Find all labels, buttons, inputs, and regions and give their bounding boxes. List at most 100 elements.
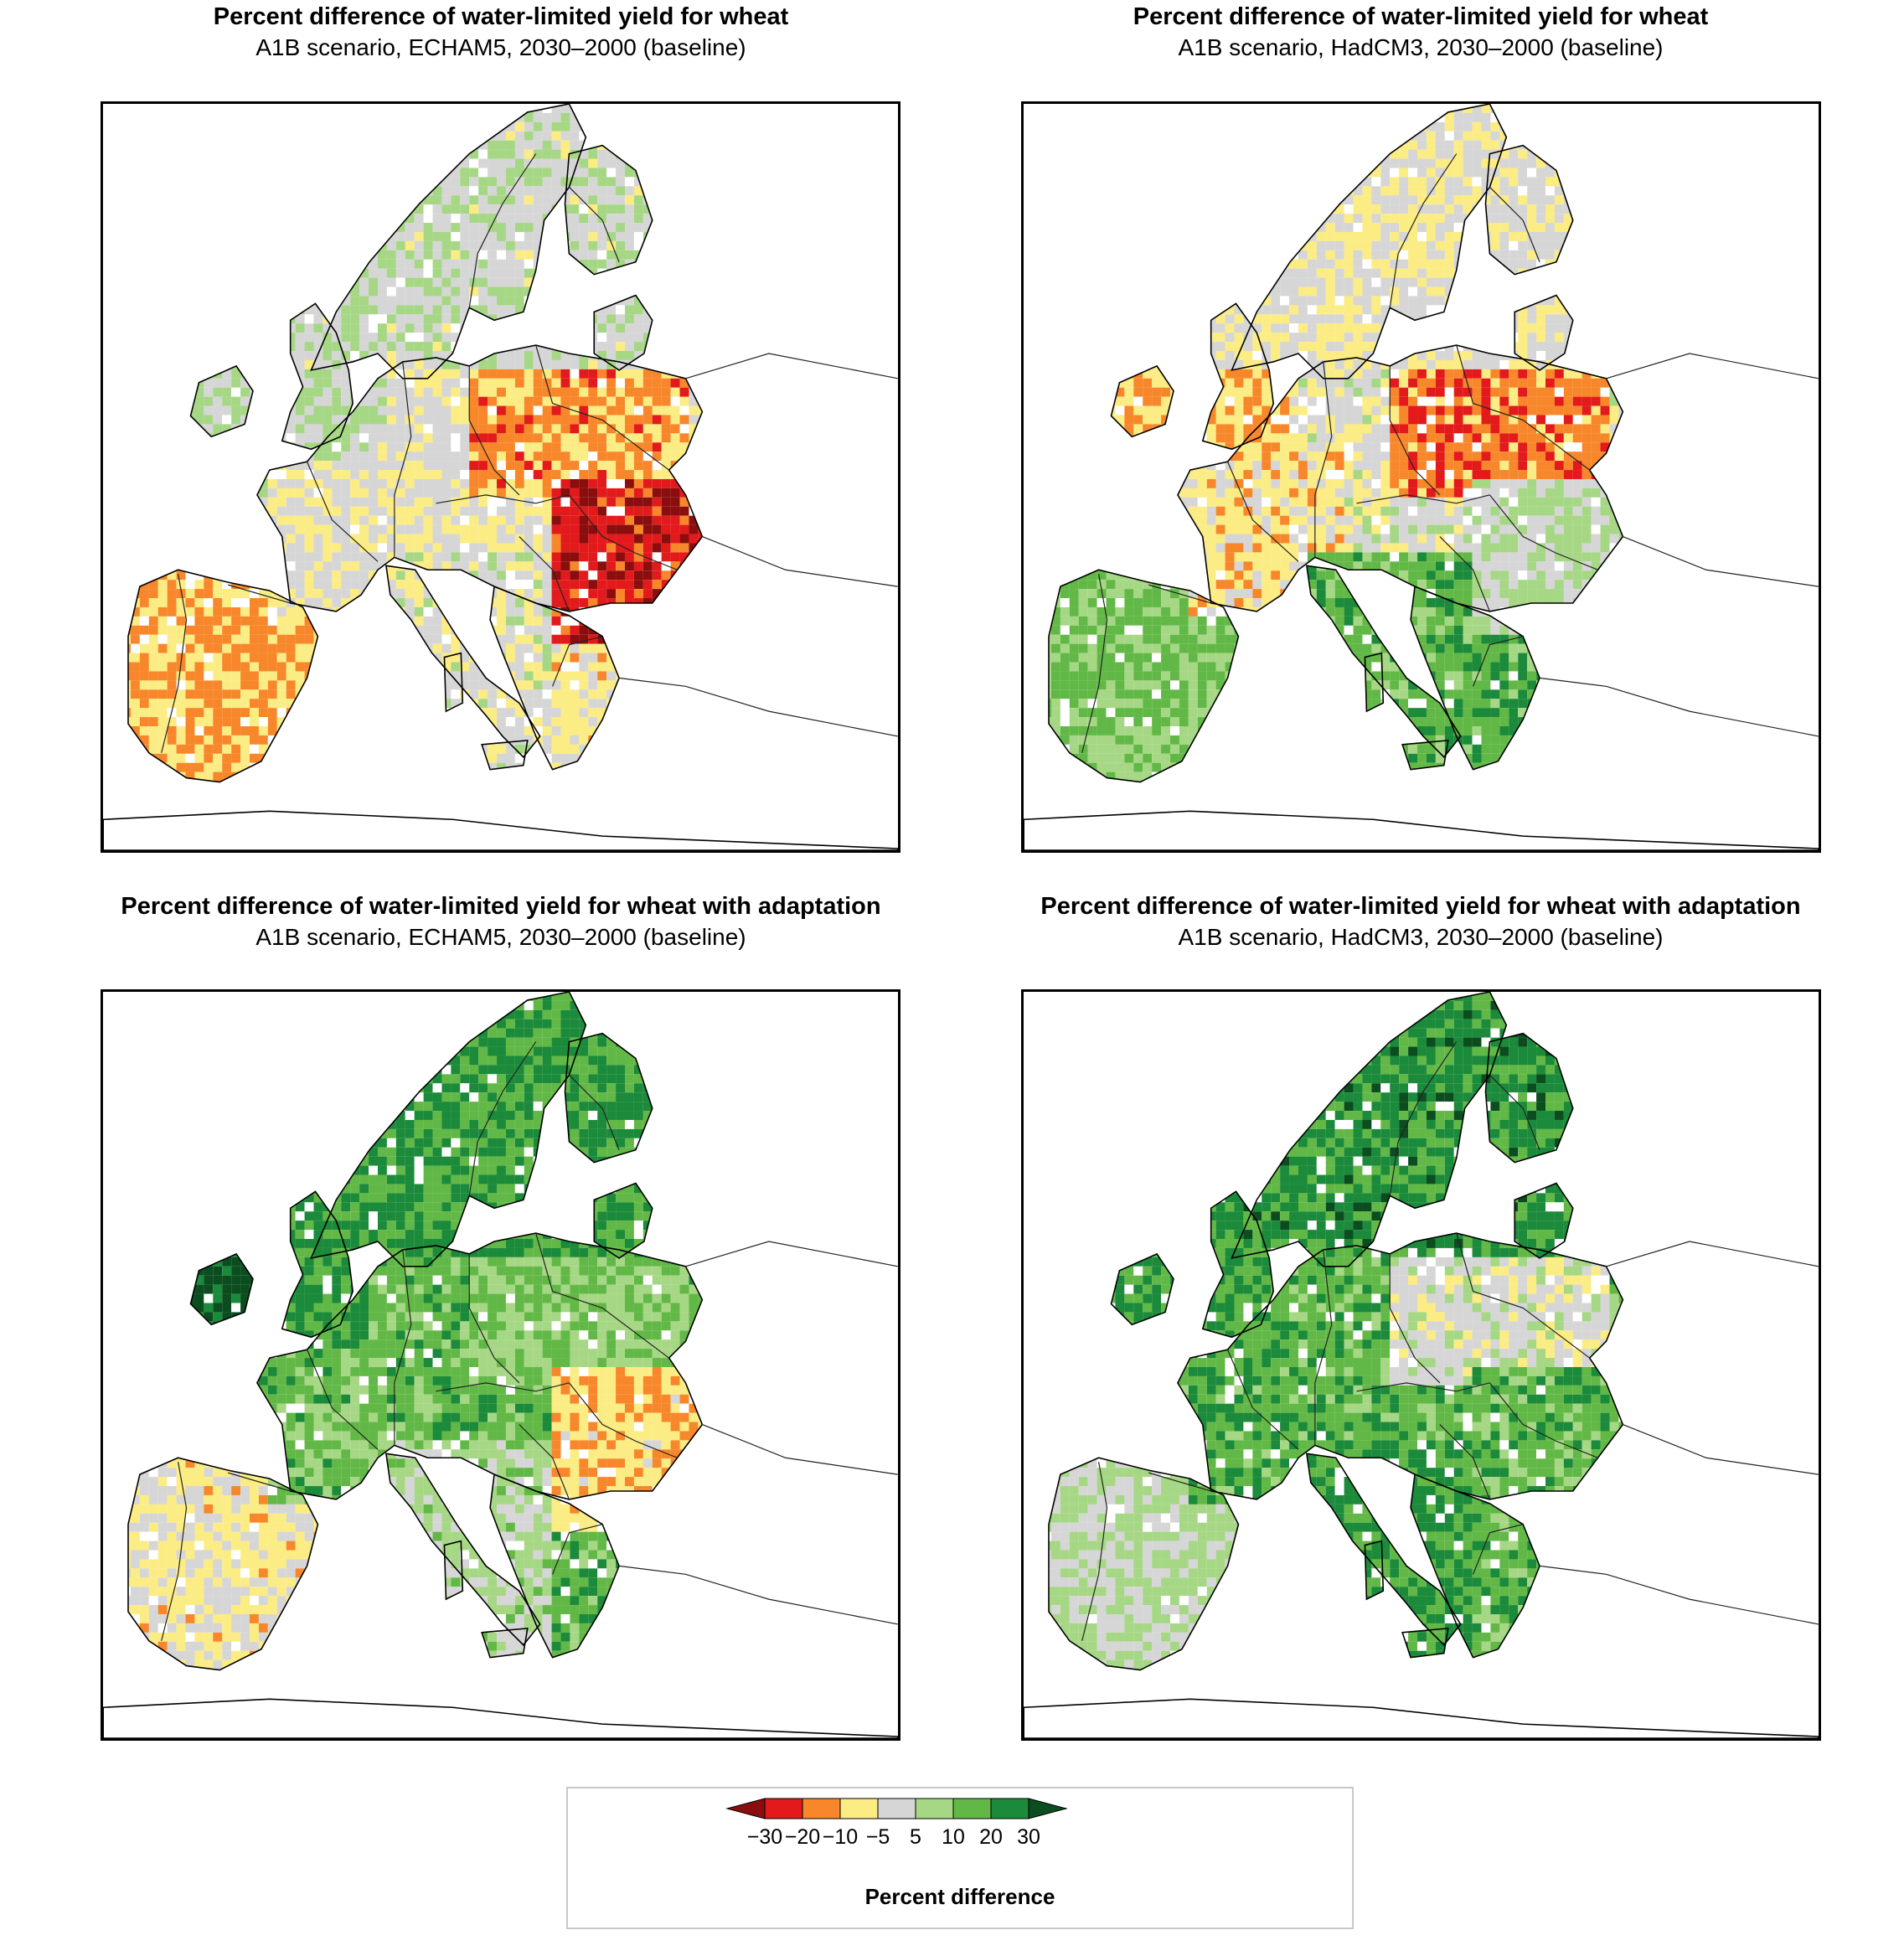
legend-swatch [802,1798,841,1819]
legend-swatch [915,1798,954,1819]
legend-tick-label: −10 [823,1825,858,1849]
europe-map-hadcm3 [1024,104,1819,850]
country-border [394,1249,412,1446]
country-border [468,153,537,308]
coastline [127,569,319,783]
coastline [281,1190,354,1339]
coastline [1201,1190,1275,1339]
panel-1-subtitle: A1B scenario, ECHAM5, 2030–2000 (baselin… [40,34,962,62]
country-border [569,1074,620,1150]
coastline [564,1032,653,1164]
country-border [1489,1382,1598,1458]
coastline [281,302,354,451]
country-border [535,344,670,471]
country-border [568,494,678,570]
country-border [1456,1232,1591,1359]
country-border [1356,1382,1490,1392]
yield-grid [127,104,703,782]
coastline [593,294,653,371]
coastline [1364,1540,1385,1601]
country-border [569,186,620,262]
country-border [685,1241,898,1267]
coastline [1048,569,1240,783]
country-border [1439,536,1491,612]
coastline [564,144,653,276]
legend-tick-label: 30 [1017,1825,1040,1849]
coastline [1410,586,1540,771]
yield-grid [1048,992,1623,1670]
europe-map-hadcm3-adaptation [1024,992,1819,1738]
coastline [256,1232,704,1500]
coastline [127,1457,319,1671]
coastline [1231,992,1508,1267]
country-border [535,1232,670,1359]
coastline [1110,364,1174,438]
country-border [1439,1424,1491,1500]
country-border [468,1041,537,1196]
country-border [1389,365,1441,496]
europe-map-echam5-adaptation [103,992,898,1738]
country-border [685,353,898,379]
coastline [593,1182,653,1259]
country-border [519,1424,570,1500]
panel-4-map [1021,989,1821,1741]
yield-grid [127,992,703,1670]
panel-2-subtitle: A1B scenario, HadCM3, 2030–2000 (baselin… [960,34,1881,62]
legend-swatch [877,1798,916,1819]
legend-swatch [764,1798,803,1819]
coastline [1177,1232,1624,1500]
legend-tick-label: −30 [747,1825,782,1849]
country-border [1081,574,1108,753]
coastline [189,364,254,438]
coastline [489,1473,620,1659]
country-border [307,1349,379,1450]
coastline [481,739,529,771]
legend-colorbar: −30 −20 −10 −5 5 10 20 30 [725,1798,1068,1849]
country-border [468,1253,520,1384]
coastline [1305,565,1462,758]
panel-1-map [101,101,900,853]
country-border [1456,344,1591,471]
legend: −30 −20 −10 −5 5 10 20 30 Percent difference [566,1787,1354,1929]
country-border [394,361,412,558]
country-border [702,535,898,587]
coastline [443,1540,464,1601]
country-border [1356,494,1490,504]
panel-3-subtitle: A1B scenario, ECHAM5, 2030–2000 (baselin… [40,923,962,952]
coastline [443,652,464,713]
country-border [1473,1524,1524,1575]
legend-swatch [990,1798,1029,1819]
coastline [103,810,898,850]
legend-title: Percent difference [568,1884,1352,1910]
coastline [310,992,587,1267]
coastline [1410,1473,1540,1659]
coastline [1401,1627,1449,1659]
country-border [436,1382,570,1392]
country-border [161,1462,188,1641]
panel-3-title: Percent difference of water-limited yiel… [40,891,962,921]
country-border [618,677,898,737]
coastline [1231,104,1508,379]
coastline [1364,652,1385,713]
country-border [1148,1472,1211,1492]
coastline [1177,344,1624,612]
coastline [481,1627,529,1659]
coastline [189,1252,254,1326]
yield-grid [1048,104,1623,782]
country-border [1489,494,1598,570]
legend-swatch [952,1798,992,1819]
country-border [1227,461,1299,562]
country-border [1314,361,1333,558]
country-border [552,1524,603,1575]
country-border [1389,153,1458,308]
coastline [384,1453,541,1646]
country-border [468,365,520,496]
legend-arrow-low [725,1798,766,1819]
coastline [1024,1698,1819,1738]
country-border [702,1423,898,1475]
coastline [1024,810,1819,850]
legend-tick-label: 10 [942,1825,965,1849]
coastline [1048,1457,1240,1671]
panel-2-title: Percent difference of water-limited yiel… [960,2,1881,32]
country-border [618,1565,898,1625]
